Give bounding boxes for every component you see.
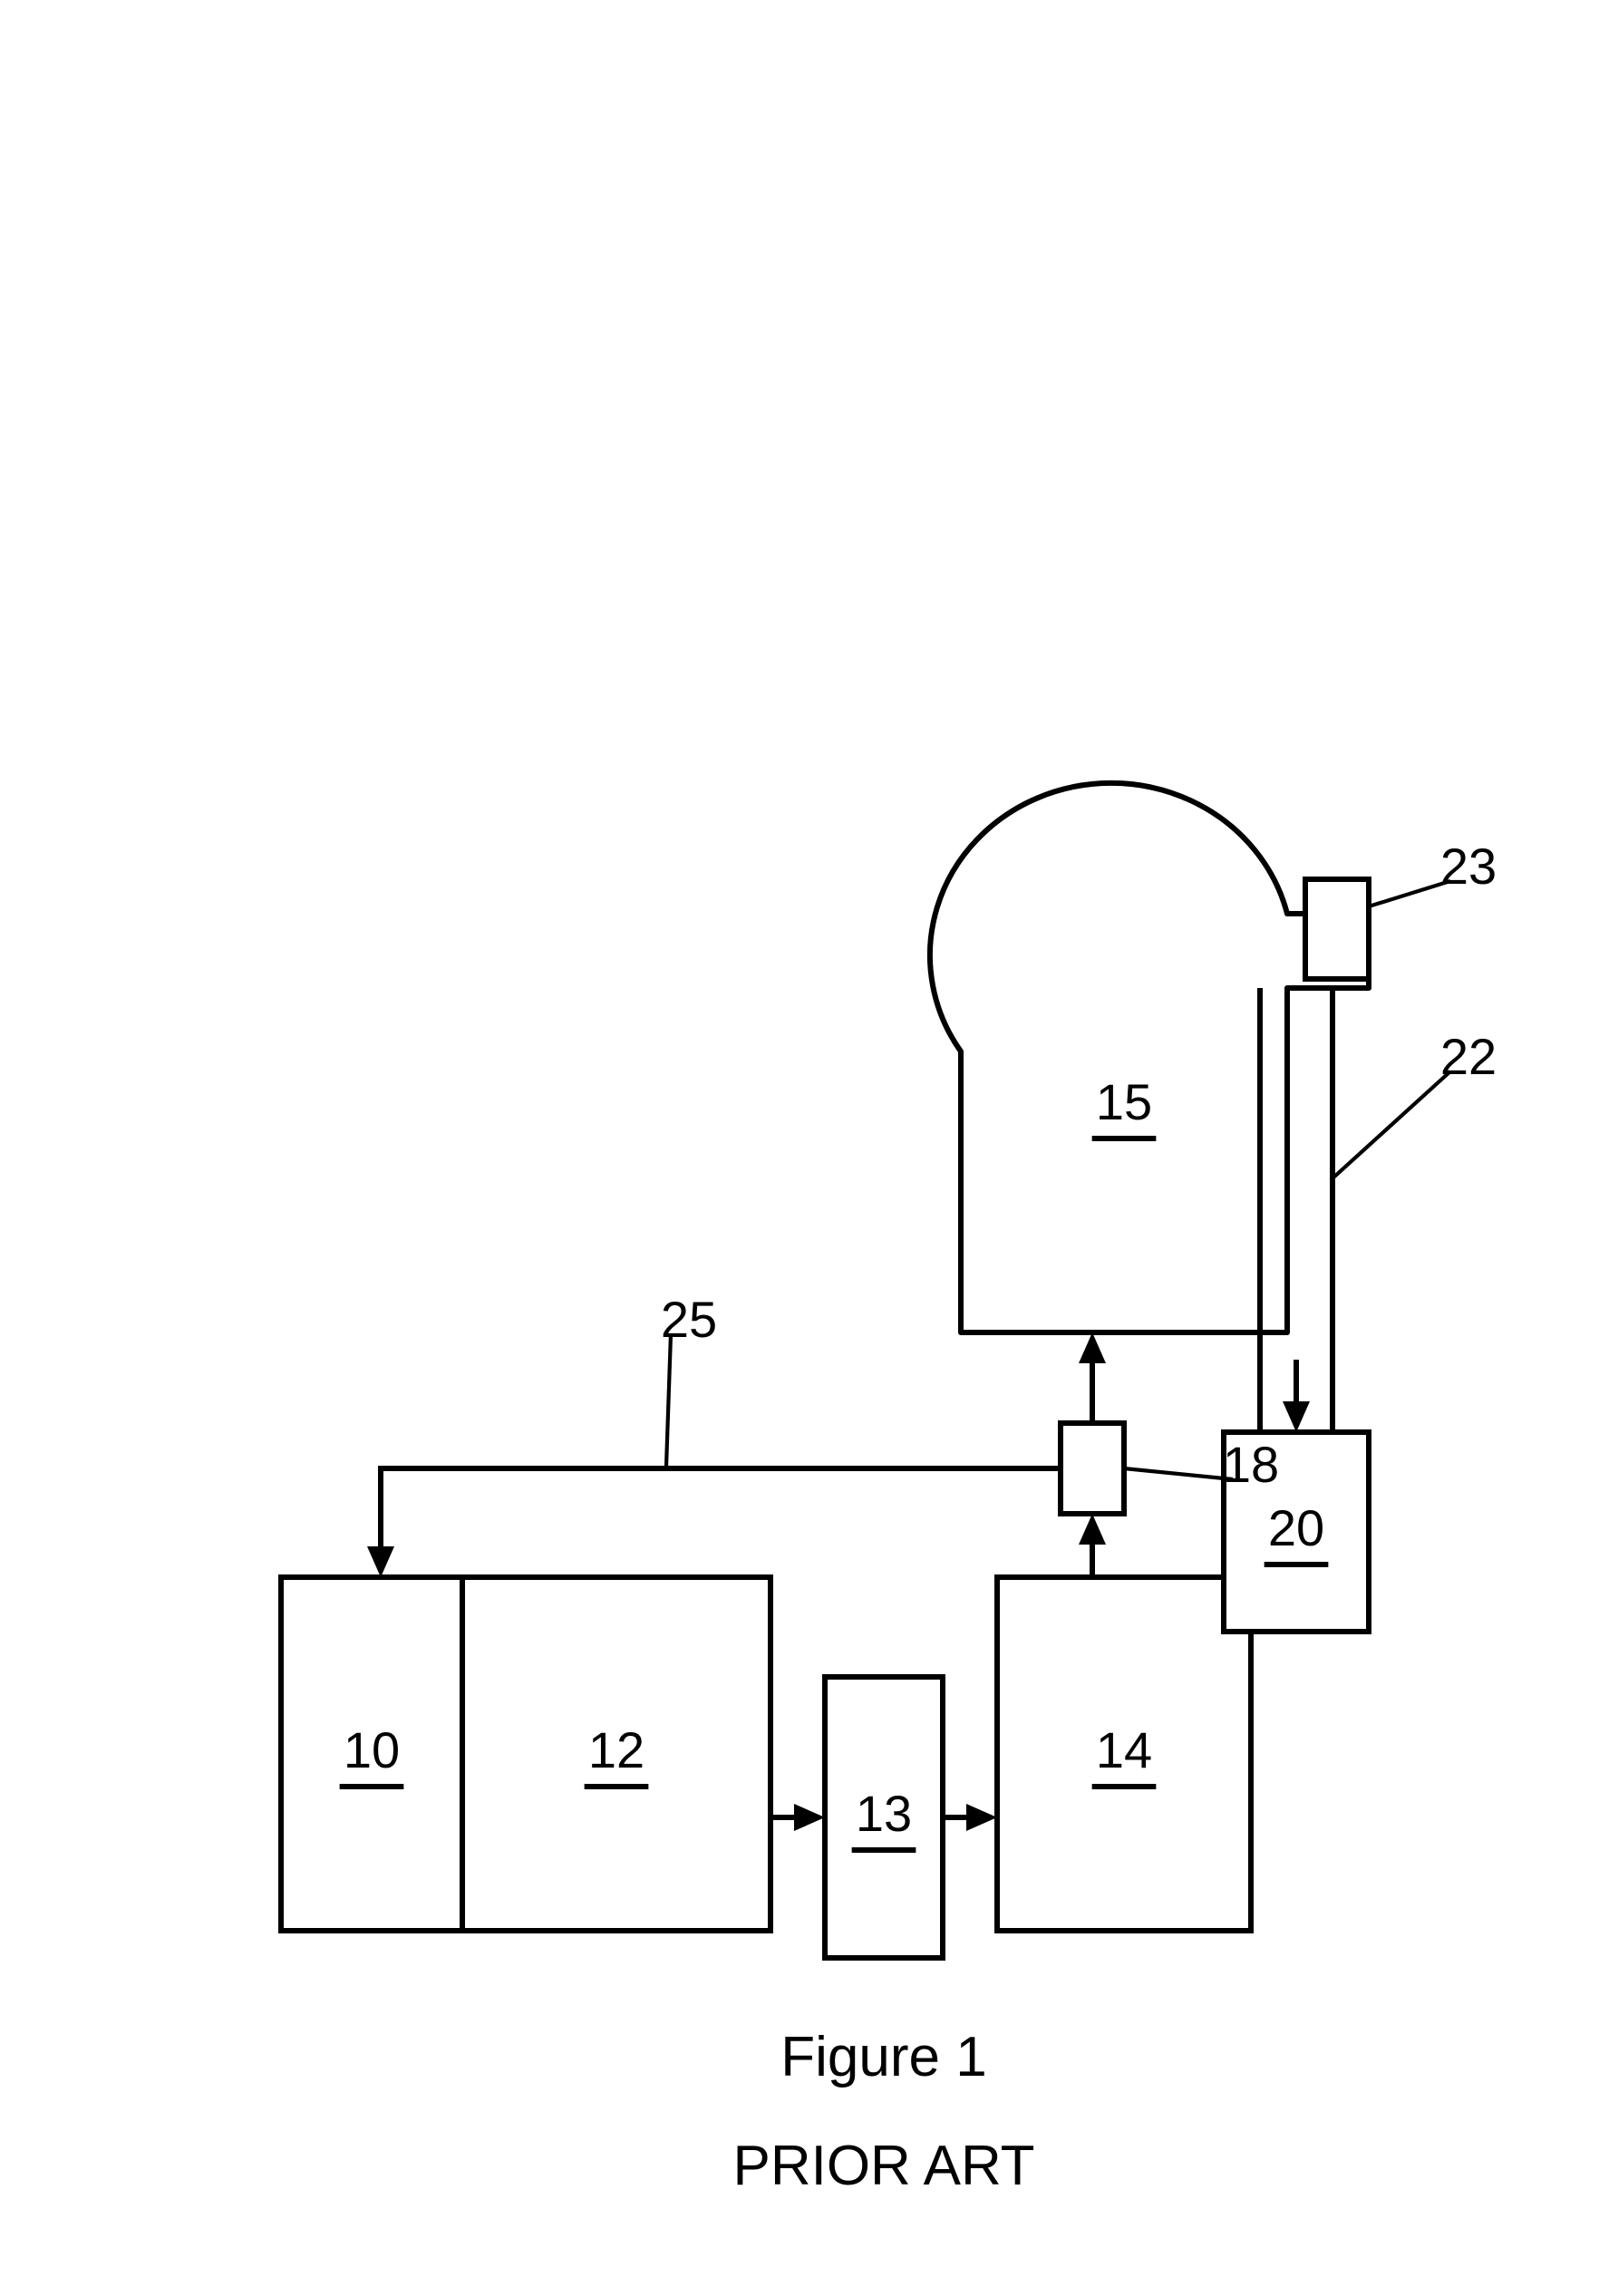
leader-label-22: 22 bbox=[1440, 1028, 1497, 1085]
caption: Figure 1 bbox=[780, 2026, 986, 2088]
leader-label-25: 25 bbox=[661, 1291, 717, 1348]
leader-label-23: 23 bbox=[1440, 838, 1497, 895]
node-n23r bbox=[1305, 879, 1369, 979]
node-n18r bbox=[1061, 1423, 1124, 1514]
svg-text:13: 13 bbox=[856, 1785, 912, 1842]
svg-text:15: 15 bbox=[1096, 1073, 1152, 1130]
svg-text:14: 14 bbox=[1096, 1721, 1152, 1778]
leader-label-18: 18 bbox=[1223, 1436, 1279, 1493]
svg-text:12: 12 bbox=[588, 1721, 644, 1778]
svg-text:20: 20 bbox=[1268, 1499, 1324, 1556]
svg-text:10: 10 bbox=[344, 1721, 400, 1778]
caption: PRIOR ART bbox=[732, 2135, 1034, 2197]
